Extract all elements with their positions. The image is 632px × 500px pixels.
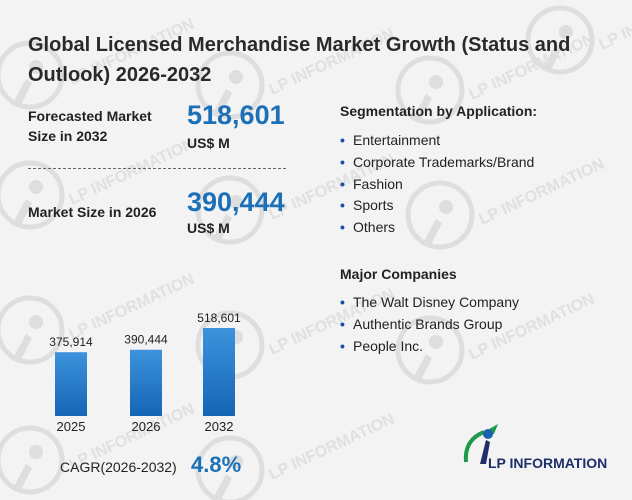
company-label: Authentic Brands Group: [353, 315, 503, 332]
companies-heading: Major Companies: [340, 266, 457, 282]
list-item: • People Inc.: [340, 336, 519, 358]
bullet-icon: •: [340, 337, 345, 354]
segmentation-list: • Entertainment • Corporate Trademarks/Bra…: [340, 130, 534, 239]
x-tick-label: 2032: [205, 419, 234, 434]
forecast-label: Forecasted Market Size in 2032: [28, 108, 152, 144]
bullet-icon: •: [340, 175, 345, 192]
list-item: • Others: [340, 217, 534, 239]
logo-text: LP INFORMATION: [488, 455, 608, 471]
segment-label: Sports: [353, 197, 394, 214]
segment-label: Others: [353, 219, 396, 236]
forecast-unit: US$ M: [187, 135, 230, 151]
current-value: 390,444: [187, 187, 285, 217]
segment-label: Entertainment: [353, 132, 441, 148]
x-tick-label: 2025: [57, 419, 86, 434]
market-size-bar-chart: 375,914 2025 390,444 2026 518,601 2032: [49, 311, 241, 434]
bullet-icon: •: [340, 132, 345, 148]
cagr-label: CAGR(2026-2032): [60, 459, 177, 475]
company-logo: LP INFORMATION: [458, 420, 618, 480]
segment-label: Corporate Trademarks/Brand: [353, 153, 535, 170]
list-item: • Sports: [340, 195, 534, 217]
list-item: • The Walt Disney Company: [340, 292, 519, 314]
bar-2032: [203, 328, 235, 416]
bar-value-label: 390,444: [124, 333, 168, 347]
logo-icon: [463, 424, 498, 464]
company-label: The Walt Disney Company: [353, 294, 519, 310]
bullet-icon: •: [340, 219, 345, 236]
companies-list: • The Walt Disney Company • Authentic Bran…: [340, 292, 519, 357]
page-title: Global Licensed Merchandise Market Growt…: [28, 34, 571, 86]
bullet-icon: •: [340, 153, 345, 170]
company-label: People Inc.: [353, 337, 424, 354]
current-label: Market Size in 2026: [28, 204, 157, 220]
list-item: • Fashion: [340, 174, 534, 196]
bar-2026: [130, 349, 162, 416]
cagr-value: 4.8%: [191, 452, 242, 477]
current-unit: US$ M: [187, 220, 230, 236]
divider: [28, 168, 286, 169]
bar-value-label: 375,914: [49, 335, 93, 349]
list-item: • Corporate Trademarks/Brand: [340, 152, 534, 174]
bullet-icon: •: [340, 294, 345, 310]
list-item: • Authentic Brands Group: [340, 314, 519, 336]
list-item: • Entertainment: [340, 130, 534, 152]
bar-2025: [55, 352, 87, 416]
forecast-value: 518,601: [187, 100, 285, 130]
bullet-icon: •: [340, 315, 345, 332]
bullet-icon: •: [340, 197, 345, 214]
segmentation-heading: Segmentation by Application:: [340, 103, 538, 119]
bar-value-label: 518,601: [197, 311, 241, 325]
x-tick-label: 2026: [132, 419, 161, 434]
segment-label: Fashion: [353, 175, 403, 192]
